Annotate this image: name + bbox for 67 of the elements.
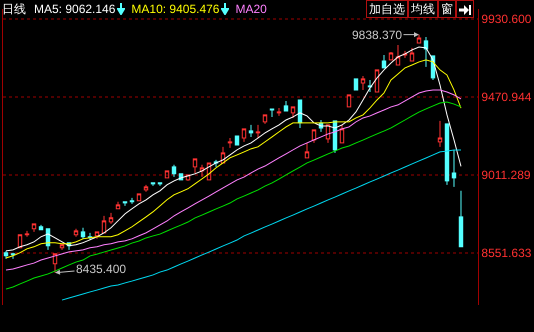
candlestick: [186, 174, 190, 182]
annotation: MA20: [235, 2, 267, 16]
candlestick: [270, 108, 274, 118]
candlestick: [122, 201, 128, 206]
candlestick: [346, 94, 352, 108]
candlestick: [60, 243, 64, 250]
candlestick: [276, 107, 282, 116]
y-tick-label: 8551.633: [481, 246, 532, 260]
candlestick: [172, 164, 176, 178]
candlestick: [94, 231, 100, 240]
candlestick: [18, 234, 22, 248]
candlestick: [80, 227, 86, 240]
candlestick: [144, 184, 148, 192]
candlestick: [10, 252, 16, 260]
candlestick: [312, 129, 316, 144]
candlestick: [248, 124, 254, 138]
candlestick: [38, 224, 44, 230]
candlestick: [262, 114, 268, 124]
candlestick: [136, 193, 142, 202]
candlestick: [438, 120, 442, 148]
candlestick: [164, 170, 170, 178]
candlestick: [374, 69, 380, 92]
y-tick-label: 9930.600: [481, 12, 532, 26]
candlestick: [32, 223, 36, 232]
candlestick: [424, 36, 428, 68]
candlestick: [396, 44, 400, 66]
annotation: 加自选: [366, 0, 408, 18]
candlestick: [326, 124, 330, 144]
candlestick: [24, 230, 30, 238]
candlestick: [382, 54, 386, 68]
candlestick: [360, 76, 366, 90]
y-tick-label: 9011.289: [481, 168, 531, 182]
candlestick: [108, 212, 114, 224]
candlestick: [410, 47, 414, 62]
line-series: [6, 102, 462, 290]
y-tick-label: 9470.944: [481, 90, 532, 104]
candlestick: [452, 149, 456, 188]
candlestick: [74, 228, 78, 238]
candlestick: [228, 137, 232, 148]
annotation: MA5: 9062.146: [34, 2, 116, 16]
annotation: 9838.370: [352, 28, 402, 42]
annotation: MA10: 9405.476: [131, 2, 220, 16]
line-series: [62, 150, 462, 301]
candlestick: [458, 190, 464, 248]
candlestick: [4, 250, 8, 260]
candlestick: [284, 100, 288, 112]
annotation: 窗: [438, 0, 456, 18]
candlestick: [402, 50, 408, 58]
candlestick: [130, 197, 134, 204]
candlestick: [116, 201, 120, 210]
candlestick: [256, 124, 260, 138]
candlestick: [192, 158, 198, 174]
candlestick: [102, 215, 106, 234]
candlestick: [290, 106, 296, 118]
candlestick: [388, 51, 394, 60]
annotation: 均线: [408, 0, 438, 18]
annotation: 8435.400: [76, 262, 126, 276]
candlestick: [304, 142, 310, 158]
candlestick: [200, 164, 204, 178]
candlestick: [242, 128, 246, 142]
candlestick: [220, 146, 226, 164]
chart-title: 日线: [2, 0, 26, 18]
candlestick: [416, 34, 422, 44]
candlestick: [52, 253, 58, 274]
candlestick: [206, 162, 212, 180]
candlestick: [368, 79, 372, 92]
candlestick: [340, 124, 344, 144]
